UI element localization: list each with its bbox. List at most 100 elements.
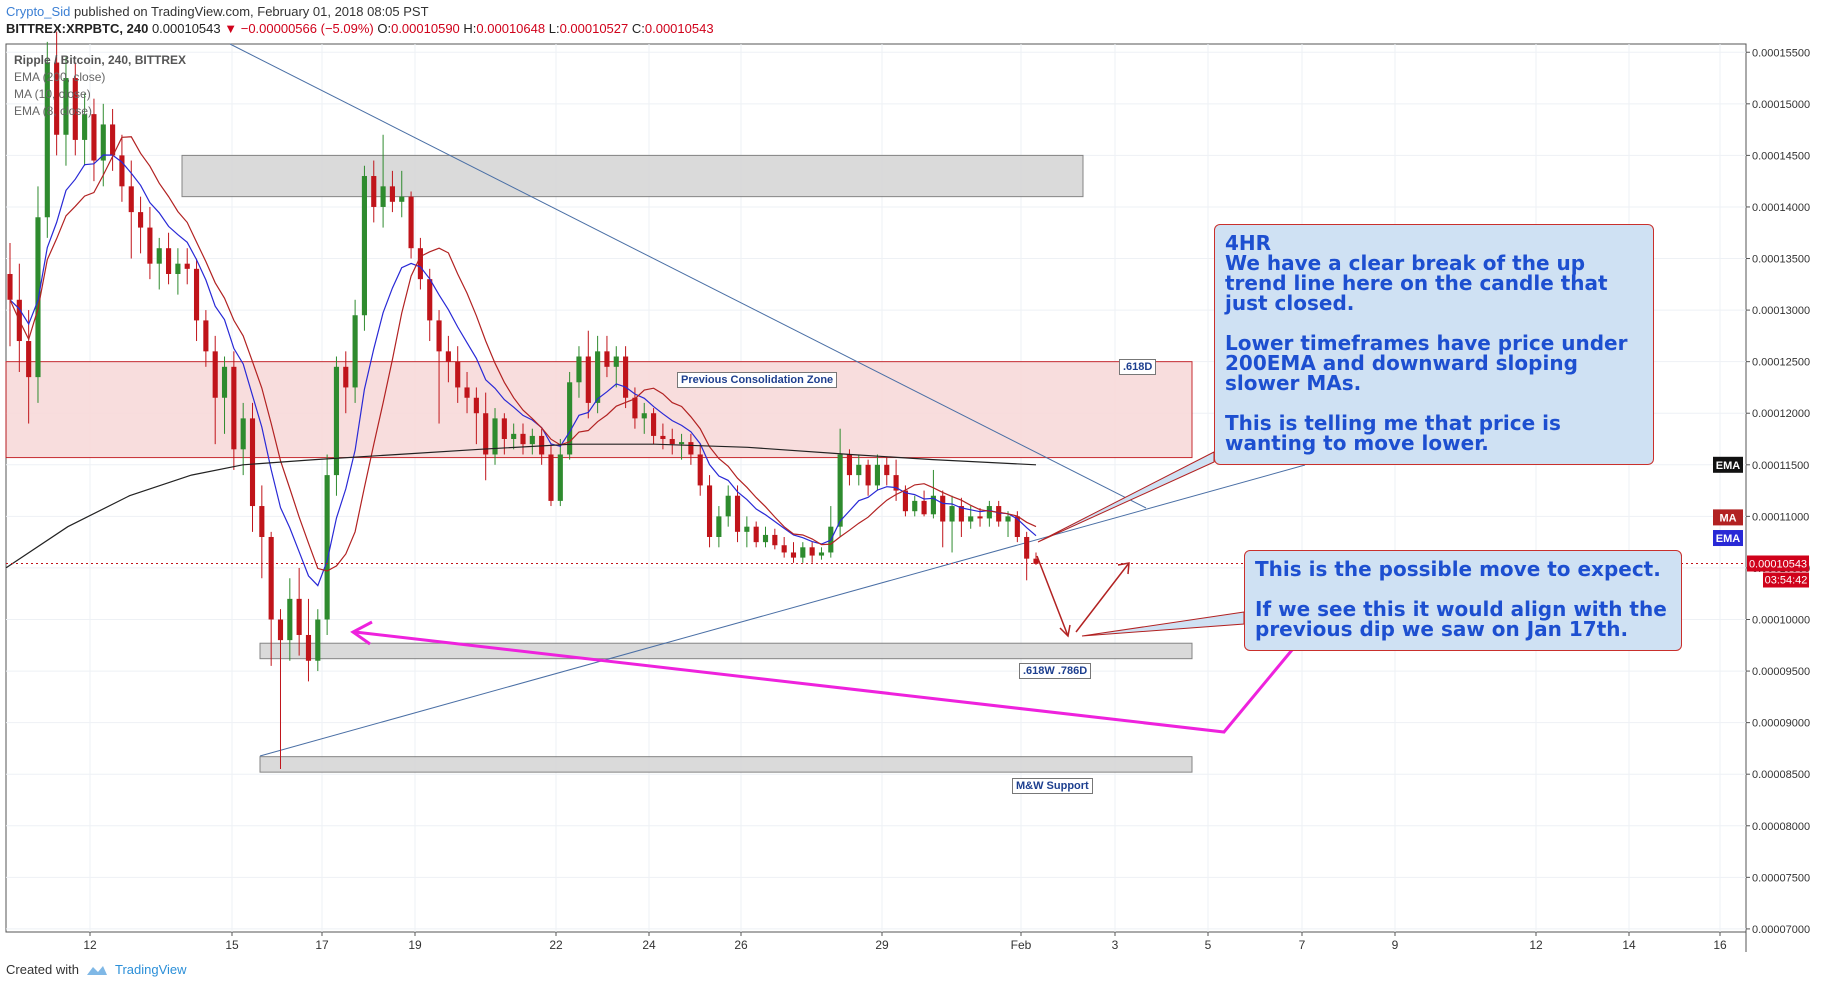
- candle-body: [231, 366, 237, 450]
- y-tick-label: 0.00010000: [1752, 614, 1810, 626]
- candle-body: [389, 186, 395, 202]
- arrow-up: [1075, 562, 1130, 633]
- callout-paragraph-3: This is telling me that price is wanting…: [1225, 411, 1561, 455]
- candle-body: [315, 619, 321, 661]
- candle-body: [277, 619, 284, 641]
- y-tick-label: 0.00011500: [1752, 460, 1809, 472]
- mw-support-label: M&W Support: [1012, 778, 1093, 794]
- candle-body: [613, 356, 619, 367]
- candle-body: [632, 397, 638, 419]
- y-tick-label: 0.00012500: [1752, 357, 1810, 369]
- low-label: L:: [548, 21, 560, 36]
- x-tick-label: 12: [83, 938, 97, 952]
- candle-body: [809, 547, 815, 556]
- candle-body: [119, 155, 125, 187]
- candle-body: [539, 435, 545, 455]
- price-zone: [259, 642, 1193, 660]
- x-tick-label: 5: [1205, 938, 1212, 952]
- ema200-tag: [1713, 456, 1743, 473]
- candle-body: [940, 495, 946, 522]
- countdown-tag: [1763, 572, 1809, 588]
- candle-body: [473, 397, 479, 414]
- candle-body: [156, 248, 162, 264]
- candle-body: [212, 351, 218, 398]
- x-tick-label: 29: [875, 938, 889, 952]
- candle-body: [72, 78, 78, 140]
- x-tick-label: 3: [1112, 938, 1119, 952]
- author-link[interactable]: Crypto_Sid: [6, 4, 71, 19]
- candle-body: [7, 273, 13, 300]
- x-tick-label: 14: [1622, 938, 1636, 952]
- candle-body: [706, 485, 713, 537]
- x-tick-label: 26: [734, 938, 748, 952]
- candle-body: [268, 536, 274, 620]
- candle-body: [772, 534, 778, 546]
- x-tick-label: 24: [642, 938, 656, 952]
- candle-body: [800, 547, 806, 558]
- candle-body: [996, 506, 1002, 522]
- y-tick-label: 0.00015500: [1752, 47, 1810, 59]
- candle-body: [110, 124, 116, 156]
- low-value: 0.00010527: [559, 21, 629, 36]
- price-change: ▼ −0.00000566 (−5.09%): [224, 21, 374, 36]
- y-tick-label: 0.00008000: [1752, 821, 1810, 833]
- candle-body: [790, 552, 797, 558]
- fib-618w-786d-label: .618W .786D: [1019, 663, 1092, 679]
- candle-body: [427, 279, 433, 321]
- legend-main-series: Ripple / Bitcoin, 240, BITTREX: [14, 53, 187, 67]
- candle-body: [221, 366, 228, 398]
- candle-body: [1005, 516, 1011, 522]
- last-price: 0.00010543: [151, 21, 221, 36]
- candle-body: [91, 114, 97, 161]
- candle-body: [837, 454, 843, 527]
- candle-body: [949, 506, 955, 522]
- candle-body: [128, 186, 134, 213]
- candle-body: [417, 248, 423, 280]
- ema200-line: [5, 443, 1037, 569]
- ma10-line: [9, 136, 1037, 572]
- candle-body: [193, 268, 200, 321]
- tradingview-link[interactable]: TradingView: [114, 962, 187, 977]
- y-tick-label: 0.00014500: [1752, 150, 1810, 162]
- candle-body: [716, 516, 722, 537]
- candle-body: [529, 435, 535, 445]
- x-tick-label: 9: [1392, 938, 1399, 952]
- up-trendline: [259, 464, 1306, 757]
- candle-body: [968, 516, 974, 522]
- callout-paragraph-2: Lower timeframes have price under 200EMA…: [1225, 331, 1628, 395]
- candle-body: [138, 212, 144, 228]
- candle-body: [874, 464, 881, 486]
- candle-body: [240, 418, 246, 450]
- candle-body: [567, 382, 573, 455]
- candle-body: [455, 361, 461, 388]
- candle-body: [436, 320, 442, 352]
- candle-body: [902, 490, 908, 512]
- candle-body: [380, 186, 386, 207]
- candle-body: [585, 356, 591, 403]
- analysis-callout-expected-move: This is the possible move to expect. If …: [1244, 550, 1682, 651]
- candle-body: [623, 356, 629, 398]
- candle-body: [1033, 558, 1039, 564]
- candle-body: [445, 351, 451, 362]
- callout-expected-2: If we see this it would align with the p…: [1255, 597, 1667, 641]
- candle-body: [82, 114, 88, 140]
- candle-body: [259, 506, 265, 537]
- candle-body: [688, 442, 694, 455]
- consolidation-zone-label: Previous Consolidation Zone: [677, 372, 838, 388]
- candle-body: [483, 413, 489, 455]
- arrowhead-up: [1117, 562, 1130, 575]
- candle-body: [464, 387, 470, 398]
- x-tick-label: Feb: [1011, 938, 1032, 952]
- candle-body: [1024, 536, 1030, 559]
- candle-body: [753, 526, 759, 543]
- candle-body: [576, 356, 582, 383]
- callout-title: 4HR: [1225, 231, 1272, 255]
- price-zone: [259, 756, 1193, 773]
- candle-body: [249, 418, 256, 507]
- candle-body: [725, 495, 731, 517]
- pink-arrowhead: [350, 620, 373, 646]
- candle-body: [26, 341, 32, 378]
- ema8-line: [9, 154, 1037, 587]
- candle-body: [287, 598, 293, 641]
